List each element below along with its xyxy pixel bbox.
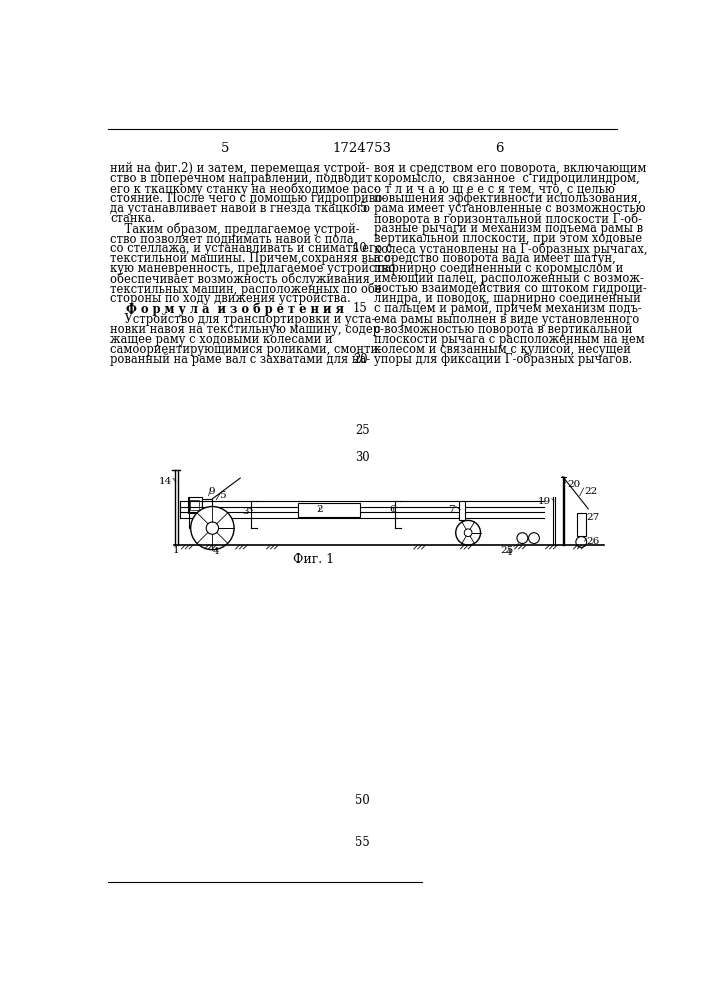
Text: 27: 27 (587, 513, 600, 522)
Text: 15: 15 (353, 302, 368, 315)
Text: 1: 1 (173, 546, 180, 555)
Text: с возможностью поворота в вертикальной: с возможностью поворота в вертикальной (373, 323, 632, 336)
Text: новки навоя на текстильную машину, содер-: новки навоя на текстильную машину, содер… (110, 323, 384, 336)
Text: 19: 19 (538, 497, 551, 506)
Text: 5: 5 (218, 491, 226, 500)
Text: 26: 26 (587, 537, 600, 546)
Text: а средство поворота вала имеет шатун,: а средство поворота вала имеет шатун, (373, 252, 615, 265)
Text: Фиг. 1: Фиг. 1 (293, 553, 334, 566)
Text: 6: 6 (390, 505, 396, 514)
Text: жащее раму с ходовыми колесами и: жащее раму с ходовыми колесами и (110, 333, 333, 346)
Text: Таким образом, предлагаемое устрой-: Таким образом, предлагаемое устрой- (110, 222, 360, 236)
Text: с пальцем и рамой, причем механизм подъ-: с пальцем и рамой, причем механизм подъ- (373, 302, 641, 315)
Text: линдра, и поводок, шарнирно соединенный: линдра, и поводок, шарнирно соединенный (373, 292, 641, 305)
Text: обеспечивает возможность обслуживания: обеспечивает возможность обслуживания (110, 272, 370, 286)
Text: разные рычаги и механизм подъема рамы в: разные рычаги и механизм подъема рамы в (373, 222, 643, 235)
Text: кую маневренность, предлагаемое устройство: кую маневренность, предлагаемое устройст… (110, 262, 395, 275)
Text: повышения эффективности использования,: повышения эффективности использования, (373, 192, 641, 205)
Text: колесом и связанным с кулисой, несущей: колесом и связанным с кулисой, несущей (373, 343, 631, 356)
Circle shape (206, 522, 218, 534)
Text: плоскости рычага с расположенным на нем: плоскости рычага с расположенным на нем (373, 333, 644, 346)
Text: самоориентирующимися роликами, смонти-: самоориентирующимися роликами, смонти- (110, 343, 382, 356)
Circle shape (529, 533, 539, 544)
Text: 4: 4 (213, 547, 220, 556)
Text: 22: 22 (585, 487, 597, 496)
Text: стороны по ходу движения устройства.: стороны по ходу движения устройства. (110, 292, 351, 305)
Text: его к ткацкому станку на необходимое рас-: его к ткацкому станку на необходимое рас… (110, 182, 378, 196)
Text: 20: 20 (567, 480, 580, 489)
Text: 1724753: 1724753 (332, 142, 392, 155)
Text: да устанавливает навой в гнезда ткацкого: да устанавливает навой в гнезда ткацкого (110, 202, 370, 215)
Text: 25: 25 (356, 424, 370, 437)
Text: текстильных машин, расположенных по обе: текстильных машин, расположенных по обе (110, 282, 382, 296)
Text: 14: 14 (159, 477, 172, 486)
Text: 10: 10 (353, 242, 368, 255)
Text: 9: 9 (209, 487, 215, 496)
Text: 5: 5 (221, 142, 230, 155)
Text: коромысло,  связанное  с гидроцилиндром,: коромысло, связанное с гидроцилиндром, (373, 172, 639, 185)
Circle shape (517, 533, 528, 544)
Text: рованный на раме вал с захватами для на-: рованный на раме вал с захватами для на- (110, 353, 370, 366)
Text: ема рамы выполнен в виде установленного: ема рамы выполнен в виде установленного (373, 312, 639, 326)
Text: ний на фиг.2) и затем, перемещая устрой-: ний на фиг.2) и затем, перемещая устрой- (110, 162, 370, 175)
Bar (187, 497, 201, 513)
Text: 30: 30 (356, 451, 370, 464)
Text: ство позволяет поднимать навой с пола,: ство позволяет поднимать навой с пола, (110, 232, 357, 245)
Text: имеющий палец, расположенный с возмож-: имеющий палец, расположенный с возмож- (373, 272, 643, 285)
Text: поворота в горизонтальной плоскости Г-об-: поворота в горизонтальной плоскости Г-об… (373, 212, 641, 226)
Text: ство в поперечном направлении, подводит: ство в поперечном направлении, подводит (110, 172, 373, 185)
Text: рама имеет установленные с возможностью: рама имеет установленные с возможностью (373, 202, 645, 215)
Text: 5: 5 (360, 202, 368, 215)
Bar (459, 501, 465, 520)
Text: 55: 55 (356, 836, 370, 849)
Text: ностью взаимодействия со штоком гидроци-: ностью взаимодействия со штоком гидроци- (373, 282, 646, 295)
Text: 25: 25 (500, 546, 513, 555)
Text: 3: 3 (243, 507, 249, 516)
Circle shape (575, 537, 587, 547)
Text: 4: 4 (506, 548, 513, 557)
Text: 20: 20 (353, 353, 368, 366)
Circle shape (456, 520, 481, 545)
Text: Устройство для транспортировки и уста-: Устройство для транспортировки и уста- (110, 312, 375, 326)
Text: 2: 2 (316, 505, 322, 514)
Text: Ф о р м у л а  и з о б р е т е н и я: Ф о р м у л а и з о б р е т е н и я (110, 302, 344, 316)
Circle shape (464, 529, 472, 537)
Bar (577, 513, 586, 536)
Text: 7: 7 (448, 505, 455, 514)
Text: 50: 50 (356, 794, 370, 807)
Bar (201, 499, 212, 511)
Bar (298, 503, 360, 517)
Text: колеса установлены на Г-образных рычагах,: колеса установлены на Г-образных рычагах… (373, 242, 647, 256)
Text: вертикальной плоскости, при этом ходовые: вертикальной плоскости, при этом ходовые (373, 232, 642, 245)
Text: воя и средством его поворота, включающим: воя и средством его поворота, включающим (373, 162, 646, 175)
Circle shape (191, 507, 234, 550)
Text: текстильной машины. Причем,сохраняя высо-: текстильной машины. Причем,сохраняя высо… (110, 252, 395, 265)
Bar (190, 500, 199, 510)
Text: о т л и ч а ю щ е е с я тем, что, с целью: о т л и ч а ю щ е е с я тем, что, с цель… (373, 182, 614, 195)
Text: со стеллажа, и устанавливать и снимать его с: со стеллажа, и устанавливать и снимать е… (110, 242, 392, 255)
Text: станка.: станка. (110, 212, 156, 225)
Text: упоры для фиксации Г-образных рычагов.: упоры для фиксации Г-образных рычагов. (373, 353, 632, 366)
Text: стояние. После чего с помощью гидропривo-: стояние. После чего с помощью гидропривo… (110, 192, 386, 205)
Text: шарнирно соединенный с коромыслом и: шарнирно соединенный с коромыслом и (373, 262, 623, 275)
Text: 6: 6 (495, 142, 503, 155)
